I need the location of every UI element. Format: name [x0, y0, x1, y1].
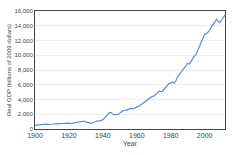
svg-text:1920: 1920	[61, 132, 77, 139]
svg-text:1900: 1900	[27, 132, 43, 139]
svg-text:1980: 1980	[163, 132, 179, 139]
svg-text:4,000: 4,000	[18, 97, 34, 103]
svg-text:12,000: 12,000	[14, 38, 33, 44]
svg-text:8,000: 8,000	[18, 67, 34, 73]
svg-text:2000: 2000	[197, 132, 213, 139]
svg-text:1960: 1960	[129, 132, 145, 139]
svg-text:2,000: 2,000	[18, 111, 34, 117]
svg-text:1940: 1940	[95, 132, 111, 139]
svg-text:6,000: 6,000	[18, 82, 34, 88]
svg-text:Year: Year	[123, 140, 138, 147]
svg-text:0: 0	[29, 126, 33, 132]
svg-text:16,000: 16,000	[14, 8, 33, 14]
svg-text:Real GDP (billions of 2009 dol: Real GDP (billions of 2009 dollars)	[6, 24, 12, 116]
svg-text:14,000: 14,000	[14, 23, 33, 29]
svg-text:10,000: 10,000	[14, 52, 33, 58]
